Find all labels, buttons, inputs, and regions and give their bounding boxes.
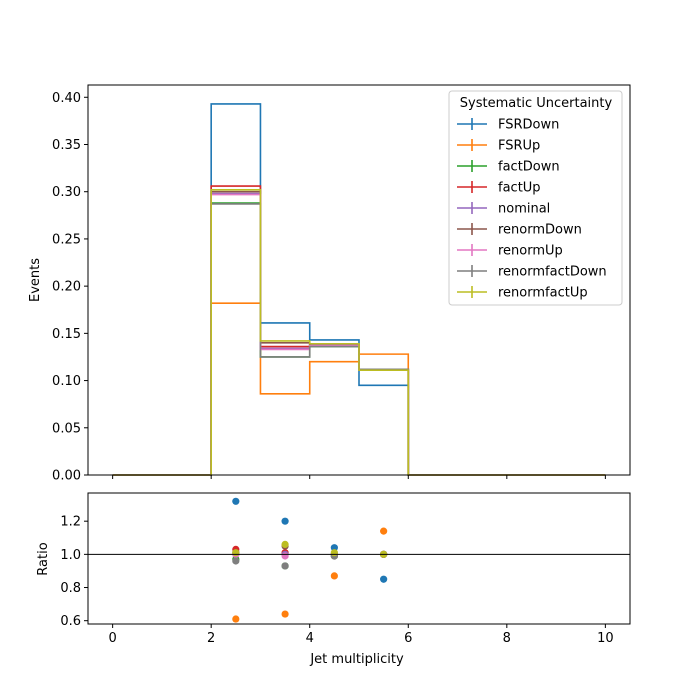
legend-title: Systematic Uncertainty (460, 96, 613, 111)
legend-item-renormfactUp: renormfactUp (457, 286, 588, 301)
main-plot-frame (87, 84, 631, 476)
legend-label-renormUp: renormUp (498, 244, 563, 259)
ratio-y-tick-label-3: 1.2 (60, 515, 81, 530)
legend-items: FSRDown FSRUp factDown factUp nominal renormD… (457, 118, 607, 301)
x-axis-title-jet-multiplicity: Jet multiplicity (309, 652, 404, 667)
main-y-ticks: 0.00 0.05 0.10 0.15 0.20 0.25 0.30 0.35 0.40 (52, 91, 88, 484)
ratio-point-FSRDown-0 (232, 497, 240, 505)
ratio-x-tick-label-2: 4 (306, 631, 314, 646)
ratio-x-tick-label-5: 10 (597, 631, 614, 646)
ratio-y-ticks: 0.6 0.8 1.0 1.2 (60, 515, 88, 629)
legend: Systematic Uncertainty FSRDown FSRUp factD… (448, 90, 623, 306)
histogram-line-renormfactUp (112, 189, 606, 476)
ratio-point-renormfactDown-1 (281, 562, 289, 570)
main-y-tick-label-0: 0.00 (52, 469, 81, 484)
legend-item-FSRDown: FSRDown (457, 118, 559, 133)
histogram-series (112, 103, 606, 476)
ratio-y-tick-label-0: 0.6 (60, 614, 81, 629)
legend-label-factUp: factUp (498, 181, 541, 196)
ratio-x-tick-label-1: 2 (207, 631, 215, 646)
main-y-tick-label-1: 0.05 (52, 421, 81, 436)
main-y-tick-label-6: 0.30 (52, 185, 81, 200)
ratio-x-tick-label-0: 0 (108, 631, 116, 646)
main-x-ticks (112, 475, 606, 479)
legend-item-renormfactDown: renormfactDown (457, 265, 607, 280)
ratio-point-FSRDown-3 (380, 575, 388, 583)
main-y-tick-label-5: 0.25 (52, 232, 81, 247)
ratio-y-tick-label-2: 1.0 (60, 548, 81, 563)
ratio-point-FSRUp-1 (281, 610, 289, 618)
ratio-x-tick-label-3: 6 (404, 631, 412, 646)
main-y-tick-label-8: 0.40 (52, 91, 81, 106)
ratio-x-ticks: 0 2 4 6 8 10 (108, 624, 614, 646)
legend-label-renormfactDown: renormfactDown (498, 265, 607, 280)
legend-item-factUp: factUp (457, 181, 541, 196)
ratio-y-tick-label-1: 0.8 (60, 581, 81, 596)
legend-label-FSRUp: FSRUp (498, 139, 540, 154)
ratio-point-FSRUp-0 (232, 615, 240, 623)
main-histogram-panel: 0.00 0.05 0.10 0.15 0.20 0.25 0.30 0.35 0.40 Eve… (28, 84, 631, 484)
legend-label-renormDown: renormDown (498, 223, 582, 238)
legend-label-FSRDown: FSRDown (498, 118, 559, 133)
main-y-tick-label-2: 0.10 (52, 374, 81, 389)
legend-box (448, 90, 623, 306)
legend-item-factDown: factDown (457, 160, 560, 175)
ratio-point-renormfactUp-0 (232, 549, 240, 557)
main-y-tick-label-4: 0.20 (52, 280, 81, 295)
ratio-point-FSRDown-2 (330, 544, 338, 552)
legend-label-nominal: nominal (498, 202, 550, 217)
ratio-point-renormfactDown-0 (232, 557, 240, 565)
legend-item-renormDown: renormDown (457, 223, 582, 238)
main-y-tick-label-3: 0.15 (52, 327, 81, 342)
main-y-tick-label-7: 0.35 (52, 138, 81, 153)
ratio-point-renormfactUp-1 (281, 540, 289, 549)
legend-label-renormfactUp: renormfactUp (498, 286, 588, 301)
legend-item-nominal: nominal (457, 202, 550, 217)
ratio-panel: 0 2 4 6 8 10 0.6 0.8 1.0 1.2 Jet multiplicity Ra… (36, 492, 631, 667)
ratio-point-FSRDown-1 (281, 517, 289, 525)
y-axis-title-ratio: Ratio (36, 542, 51, 575)
ratio-plot-frame (87, 492, 631, 625)
ratio-point-renormfactUp-2 (330, 549, 338, 557)
legend-item-FSRUp: FSRUp (457, 139, 540, 154)
ratio-x-tick-label-4: 8 (503, 631, 511, 646)
legend-label-factDown: factDown (498, 160, 560, 175)
ratio-point-FSRUp-2 (330, 572, 338, 580)
ratio-point-FSRUp-3 (380, 527, 388, 535)
legend-item-renormUp: renormUp (457, 244, 563, 259)
y-axis-title-events: Events (28, 258, 43, 302)
ratio-point-renormUp-1 (281, 552, 289, 560)
